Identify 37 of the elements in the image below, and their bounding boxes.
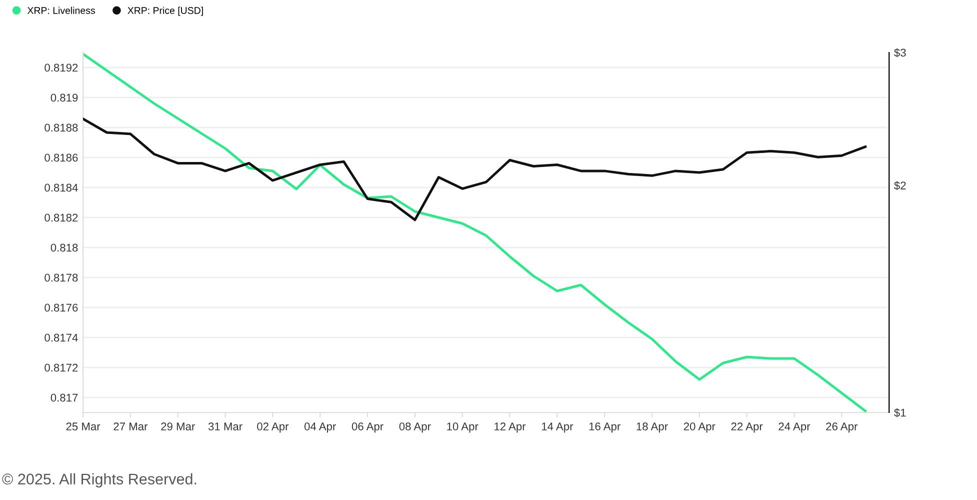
x-tick-label: 10 Apr [447,422,478,433]
y2-tick-label: $1 [894,408,906,418]
x-tick-label: 25 Mar [66,422,100,430]
y-tick-label: 0.8186 [44,154,78,162]
x-tick-label: 22 Apr [731,422,763,433]
legend-label: XRP: Price [USD] [128,6,203,16]
x-tick-label: 27 Mar [114,422,148,430]
x-tick-label: 04 Apr [304,422,336,433]
x-tick-label: 12 Apr [494,422,526,433]
line-series [83,52,867,412]
y-tick-label: 0.818 [50,244,78,252]
text: © 2025. All Rights Reserved. [2,473,196,488]
x-tick-label: 02 Apr [257,422,289,433]
x-tick-label: 24 Apr [778,422,810,433]
y-tick-label: 0.8192 [44,64,78,72]
x-tick-label: 20 Apr [684,422,716,433]
x-tick-label: 08 Apr [399,422,431,433]
y-tick-label: 0.8188 [44,124,78,132]
x-tick-label: 16 Apr [589,422,620,433]
y-tick-label: 0.8182 [44,214,78,222]
y-tick-label: 0.819 [50,94,78,102]
y-tick-label: 0.8174 [44,334,78,342]
line-series [83,118,867,222]
y-tick-label: 0.8172 [44,364,78,372]
y-tick-label: 0.817 [50,394,78,402]
x-tick-label: 14 Apr [542,422,574,433]
y-tick-label: 0.8178 [44,274,78,282]
x-tick-label: 18 Apr [636,422,668,433]
y2-tick-label: $2 [894,181,906,190]
legend-label: XRP: Liveliness [27,6,95,14]
x-tick-label: 31 Mar [208,422,242,430]
x-tick-label: 29 Mar [161,422,195,430]
x-tick-label: 06 Apr [352,422,384,433]
y-tick-label: 0.8176 [44,304,78,312]
y-tick-label: 0.8184 [44,184,78,192]
x-tick-label: 26 Apr [826,422,858,433]
y2-tick-label: $3 [894,48,906,58]
